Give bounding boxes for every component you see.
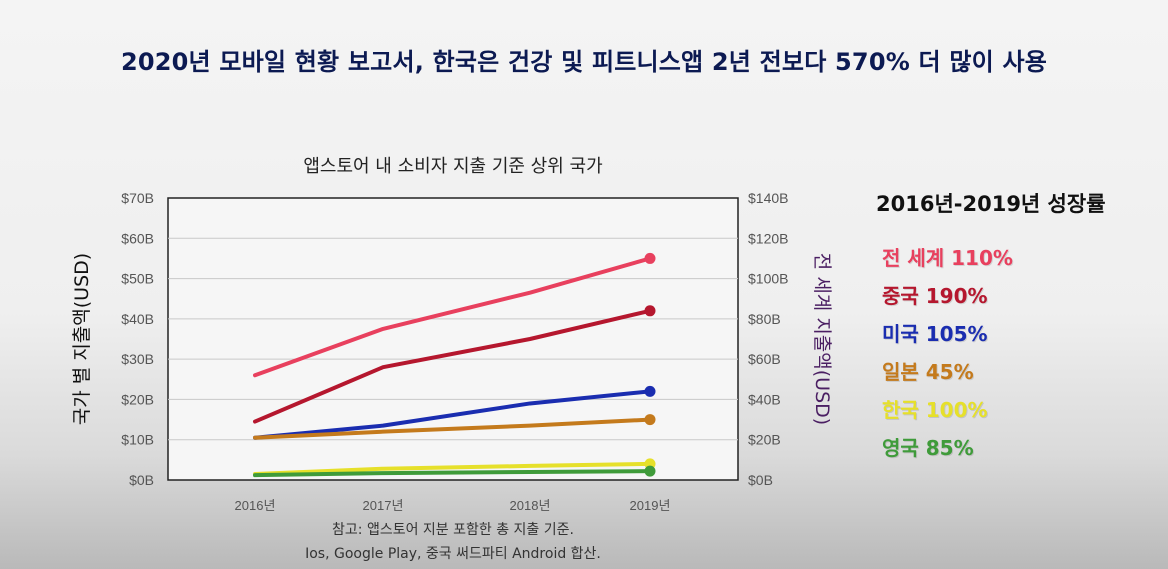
chart-title: 앱스토어 내 소비자 지출 기준 상위 국가 bbox=[303, 156, 602, 177]
y-axis-label-left: 국가 별 지출액(USD) bbox=[71, 253, 93, 425]
series-end-marker-일본 bbox=[644, 414, 656, 426]
y-tick-label-right: $0B bbox=[748, 472, 773, 488]
y-tick-label-right: $60B bbox=[748, 351, 781, 367]
y-tick-label-left: $40B bbox=[121, 311, 154, 327]
chart-footnote: Ios, Google Play, 중국 써드파티 Android 합산. bbox=[305, 546, 601, 562]
y-tick-label-right: $40B bbox=[748, 391, 781, 407]
page-headline: 2020년 모바일 현황 보고서, 한국은 건강 및 피트니스앱 2년 전보다 … bbox=[120, 48, 1048, 76]
plot-area bbox=[167, 197, 739, 481]
growth-rate-item: 미국 105% bbox=[882, 322, 988, 346]
growth-rate-item: 중국 190% bbox=[882, 284, 988, 308]
series-line-한국 bbox=[253, 461, 652, 476]
y-tick-label-left: $50B bbox=[121, 271, 154, 287]
series-line-미국 bbox=[253, 389, 652, 440]
growth-rate-item: 일본 45% bbox=[882, 360, 974, 384]
growth-rate-item: 한국 100% bbox=[882, 398, 988, 422]
series-end-marker-영국 bbox=[644, 465, 656, 477]
x-tick-label: 2016년 bbox=[235, 498, 276, 513]
x-tick-label: 2018년 bbox=[510, 498, 551, 513]
y-tick-label-left: $30B bbox=[121, 351, 154, 367]
series-line-전 세계 bbox=[253, 256, 652, 378]
y-axis-label-right: 전 세계 지출액(USD) bbox=[811, 253, 833, 425]
y-tick-label-right: $20B bbox=[748, 432, 781, 448]
growth-rate-item: 전 세계 110% bbox=[882, 246, 1013, 270]
growth-rate-item: 영국 85% bbox=[882, 436, 974, 460]
series-end-marker-중국 bbox=[644, 305, 656, 317]
series-end-marker-전 세계 bbox=[644, 252, 656, 264]
x-tick-label: 2017년 bbox=[363, 498, 404, 513]
y-tick-label-left: $70B bbox=[121, 190, 154, 206]
y-tick-label-left: $60B bbox=[121, 230, 154, 246]
y-tick-label-right: $140B bbox=[748, 190, 788, 206]
chart-footnote: 참고: 앱스토어 지분 포함한 총 지출 기준. bbox=[332, 522, 574, 538]
x-tick-label: 2019년 bbox=[630, 498, 671, 513]
y-tick-label-left: $0B bbox=[129, 472, 154, 488]
y-tick-label-left: $20B bbox=[121, 391, 154, 407]
series-line-일본 bbox=[253, 417, 652, 440]
y-tick-label-left: $10B bbox=[121, 432, 154, 448]
series-line-중국 bbox=[253, 308, 652, 424]
y-tick-label-right: $100B bbox=[748, 271, 788, 287]
y-tick-label-right: $120B bbox=[748, 230, 788, 246]
y-tick-label-right: $80B bbox=[748, 311, 781, 327]
growth-rate-title: 2016년-2019년 성장률 bbox=[876, 192, 1106, 216]
series-line-영국 bbox=[253, 469, 652, 478]
growth-rate-list: 전 세계 110% 중국 190% 미국 105% 일본 45% 한국 100% 영국 8… bbox=[882, 244, 1013, 472]
series-end-marker-미국 bbox=[644, 385, 656, 397]
